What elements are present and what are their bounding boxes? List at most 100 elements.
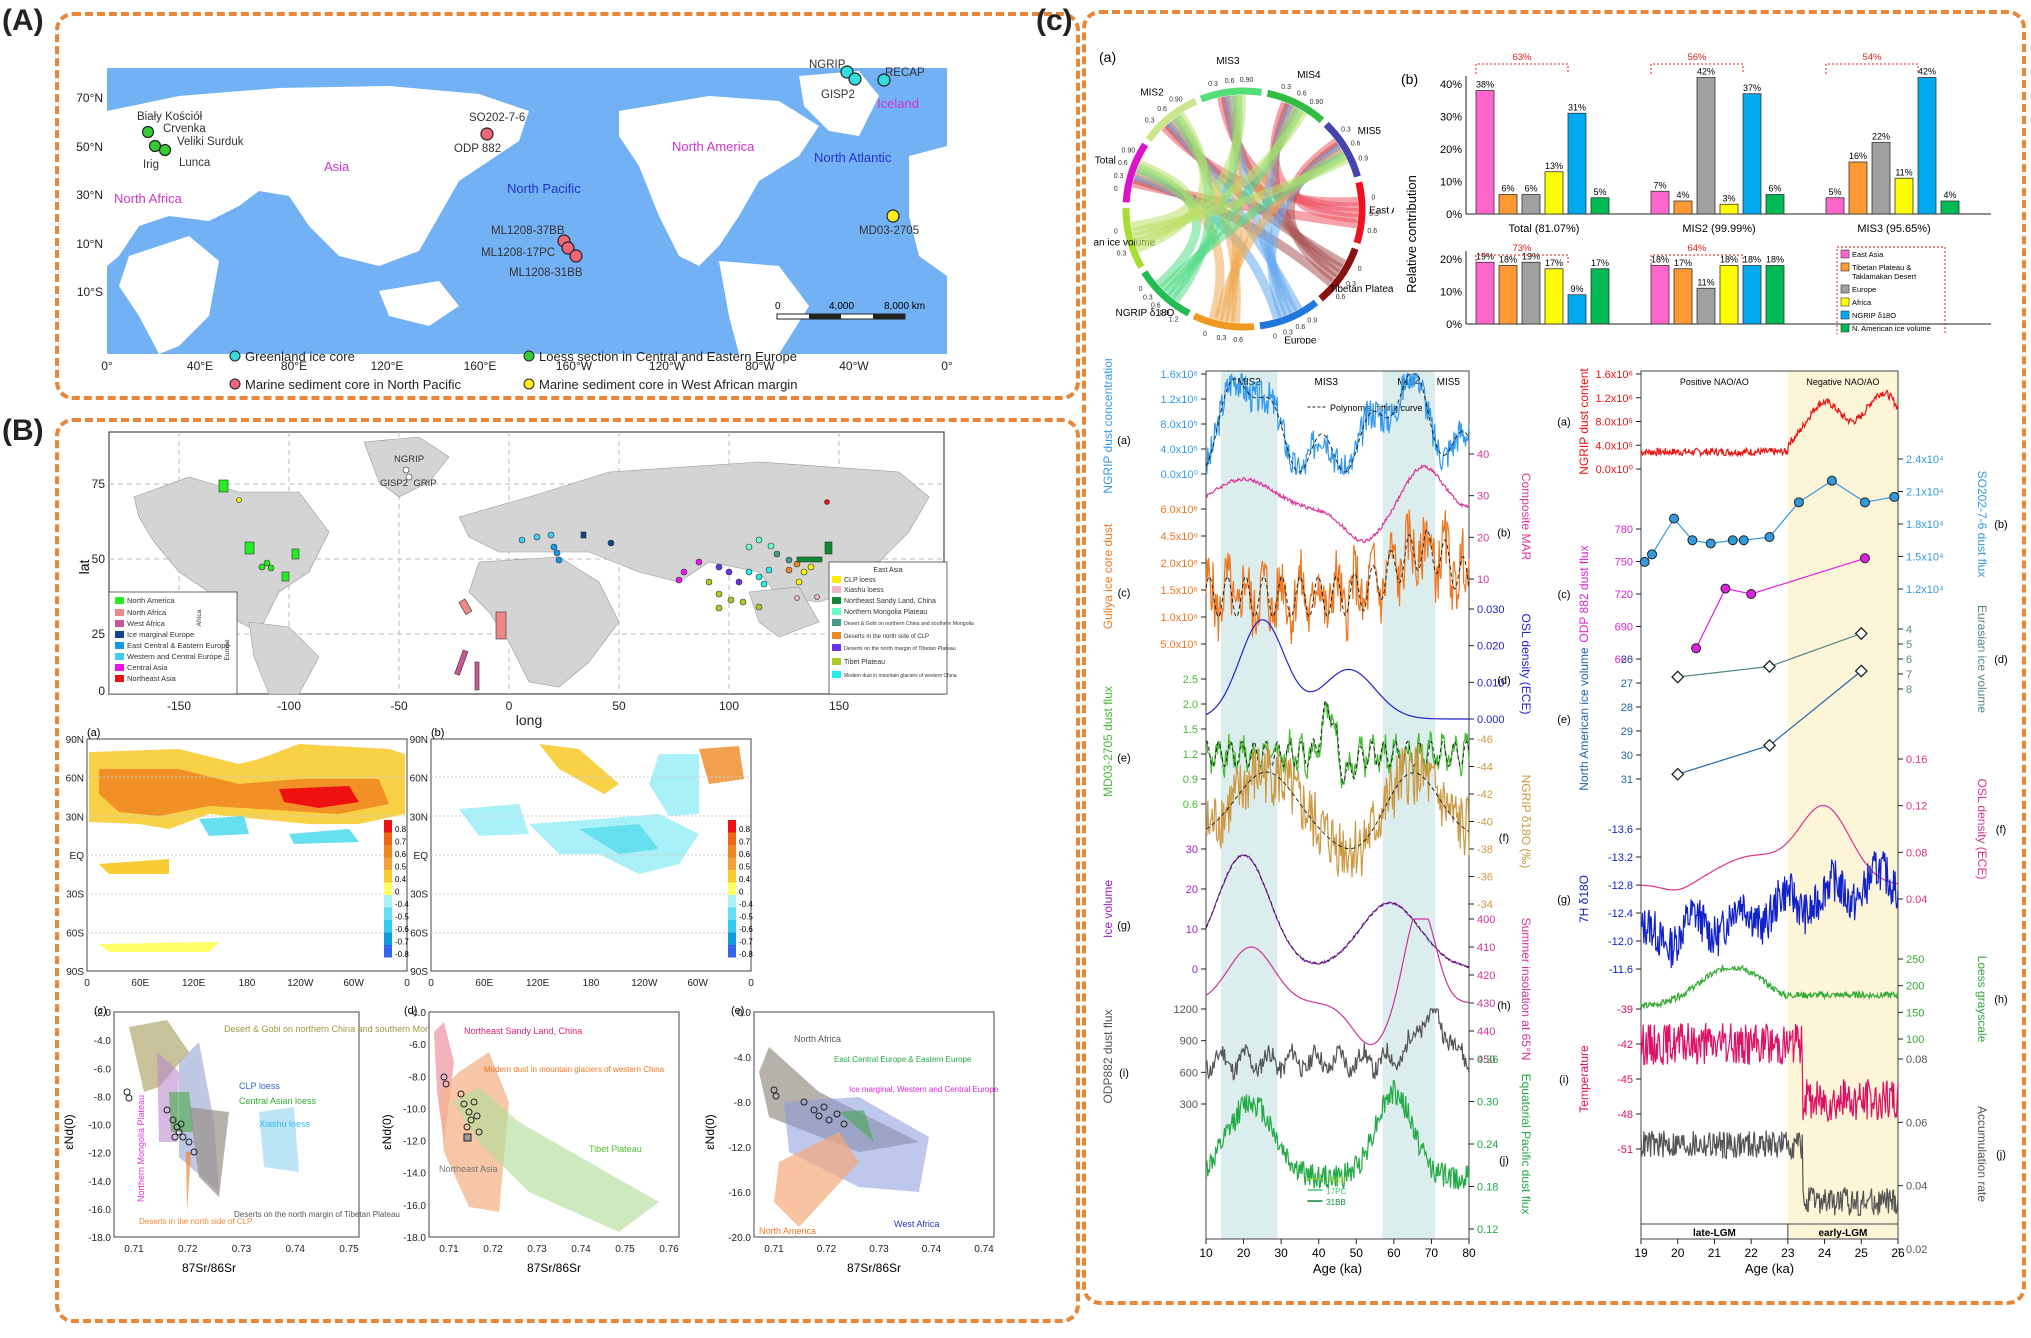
bar-label: 9% bbox=[1570, 284, 1583, 294]
lat-tick: 0 bbox=[98, 684, 105, 698]
lon-tick: 80°E bbox=[281, 359, 307, 373]
panel-c-label: (c) bbox=[1036, 4, 1073, 37]
lon-tick: 120W bbox=[287, 978, 314, 989]
bar bbox=[1742, 93, 1762, 215]
track-axis-label: SO202-7-6 dust flux bbox=[1975, 471, 1989, 578]
scale-label: 4,000 bbox=[829, 301, 854, 312]
track-id: (g) bbox=[1117, 920, 1130, 932]
x-tick: 0.75 bbox=[339, 1244, 359, 1255]
chord-segment-label: Total bbox=[1095, 155, 1116, 166]
legend-label: 17PC bbox=[1326, 1187, 1346, 1196]
chord-tick: 0.3 bbox=[1341, 126, 1351, 133]
group-label: MIS3 (95.65%) bbox=[1857, 223, 1930, 235]
x-axis-label: 87Sr/86Sr bbox=[527, 1261, 581, 1275]
y-tick: 30 bbox=[1186, 844, 1198, 856]
bar bbox=[1848, 161, 1868, 215]
y-tick: 8.0x10⁵ bbox=[1160, 419, 1198, 431]
chord-tick: 0.3 bbox=[1217, 335, 1227, 342]
track-id: (h) bbox=[1497, 1000, 1510, 1012]
chord-tick: 0 bbox=[1358, 266, 1362, 273]
y-tick: 1.0x10⁶ bbox=[1160, 612, 1198, 624]
chord-tick: 0.6 bbox=[1336, 294, 1346, 301]
x-tick: 0.72 bbox=[483, 1244, 503, 1255]
lon-tick: 120°W bbox=[649, 359, 686, 373]
x-tick: 24 bbox=[1818, 1246, 1832, 1260]
lon-tick: 0° bbox=[941, 359, 953, 373]
legend-label: 31BB bbox=[1326, 1198, 1346, 1207]
legend-label: Greenland ice core bbox=[245, 349, 355, 364]
x-tick: 0.73 bbox=[232, 1244, 252, 1255]
y-tick: 2.5 bbox=[1183, 674, 1198, 686]
bar bbox=[1765, 265, 1785, 325]
bar bbox=[1696, 287, 1716, 325]
bar-label: 42% bbox=[1697, 67, 1715, 77]
lon-tick: 40°E bbox=[187, 359, 213, 373]
x-tick: 0.74 bbox=[974, 1244, 994, 1255]
fit-line bbox=[1205, 529, 1470, 618]
colorbar-swatch bbox=[384, 932, 392, 945]
legend-label: Modern dust in mountain glaciers of west… bbox=[844, 673, 957, 679]
x-tick: 26 bbox=[1891, 1246, 1905, 1260]
data-point bbox=[1889, 491, 1900, 502]
y-tick: 2.1x10⁴ bbox=[1906, 487, 1944, 499]
colorbar-swatch bbox=[728, 945, 736, 958]
y-tick: 0.02 bbox=[1906, 1244, 1927, 1256]
x-tick: 0.73 bbox=[527, 1244, 547, 1255]
legend-swatch bbox=[1840, 310, 1850, 320]
data-point bbox=[1854, 626, 1868, 641]
data-point bbox=[1854, 664, 1868, 678]
colorbar-tick: 0.4 bbox=[395, 875, 407, 884]
y-tick: 0.06 bbox=[1906, 1117, 1927, 1129]
site-label: Irig bbox=[143, 159, 159, 171]
annotation: East Central Europe & Eastern Europe bbox=[834, 1055, 972, 1064]
y-tick: 0.020 bbox=[1477, 641, 1505, 653]
colorbar-tick: 0.8 bbox=[395, 825, 407, 834]
x-axis-label: long bbox=[516, 712, 542, 728]
fit-line bbox=[1205, 771, 1470, 850]
x-tick: 80 bbox=[1462, 1246, 1476, 1260]
colorbar-tick: 0.6 bbox=[739, 850, 751, 859]
y-tick: -11.6 bbox=[1609, 964, 1633, 976]
lon-tick: 50 bbox=[612, 699, 626, 713]
bracket-label: 73% bbox=[1512, 243, 1532, 254]
bar bbox=[1719, 265, 1739, 325]
y-tick: 400 bbox=[1477, 914, 1495, 926]
chord-tick: 0.9 bbox=[1307, 318, 1317, 325]
bar-label: 38% bbox=[1476, 80, 1494, 90]
y-tick: -16.0 bbox=[403, 1201, 426, 1212]
y-tick: -14.0 bbox=[88, 1177, 111, 1188]
data-point bbox=[1639, 556, 1650, 567]
y-tick: 100 bbox=[1906, 1034, 1924, 1046]
site-label: GRIP bbox=[413, 478, 436, 489]
legend-label: Xiashu loess bbox=[844, 587, 884, 594]
x-tick: 21 bbox=[1708, 1246, 1722, 1260]
lgm-label: early-LGM bbox=[1818, 1228, 1867, 1239]
lon-tick: 0 bbox=[506, 699, 513, 713]
subplot-label: (e) bbox=[731, 1005, 744, 1017]
site-label: Crvenka bbox=[163, 123, 206, 135]
series-line bbox=[1205, 464, 1470, 544]
bracket-label: 63% bbox=[1512, 52, 1532, 63]
data-point bbox=[1705, 538, 1716, 549]
y-tick: -10.0 bbox=[88, 1121, 111, 1132]
lon-tick: 60E bbox=[131, 978, 149, 989]
scale-bar: 0 4,000 8,000 km bbox=[775, 301, 925, 320]
legend-label: Tibetan Plateau & bbox=[1852, 263, 1911, 272]
site-label: Biały Kościół bbox=[137, 111, 203, 123]
bar-label: 22% bbox=[1872, 132, 1890, 142]
y-tick: 1.2x10⁶ bbox=[1595, 393, 1633, 405]
data-point bbox=[1762, 738, 1777, 752]
bar bbox=[1673, 200, 1693, 215]
chord-tick: 0.6 bbox=[1297, 91, 1307, 98]
lat-tick: 30S bbox=[410, 890, 428, 901]
y-tick: -44 bbox=[1477, 762, 1493, 774]
track-axis-label: OSL density (ECE) bbox=[1519, 614, 1533, 715]
chord-tick: 0.6 bbox=[1157, 106, 1167, 113]
y-tick: -42 bbox=[1617, 1039, 1633, 1051]
x-tick: 50 bbox=[1350, 1246, 1364, 1260]
region-label: Asia bbox=[324, 159, 350, 174]
y-tick: 450 bbox=[1477, 1054, 1495, 1066]
bar bbox=[1650, 190, 1670, 215]
site-label: ML1208-31BB bbox=[509, 267, 583, 279]
